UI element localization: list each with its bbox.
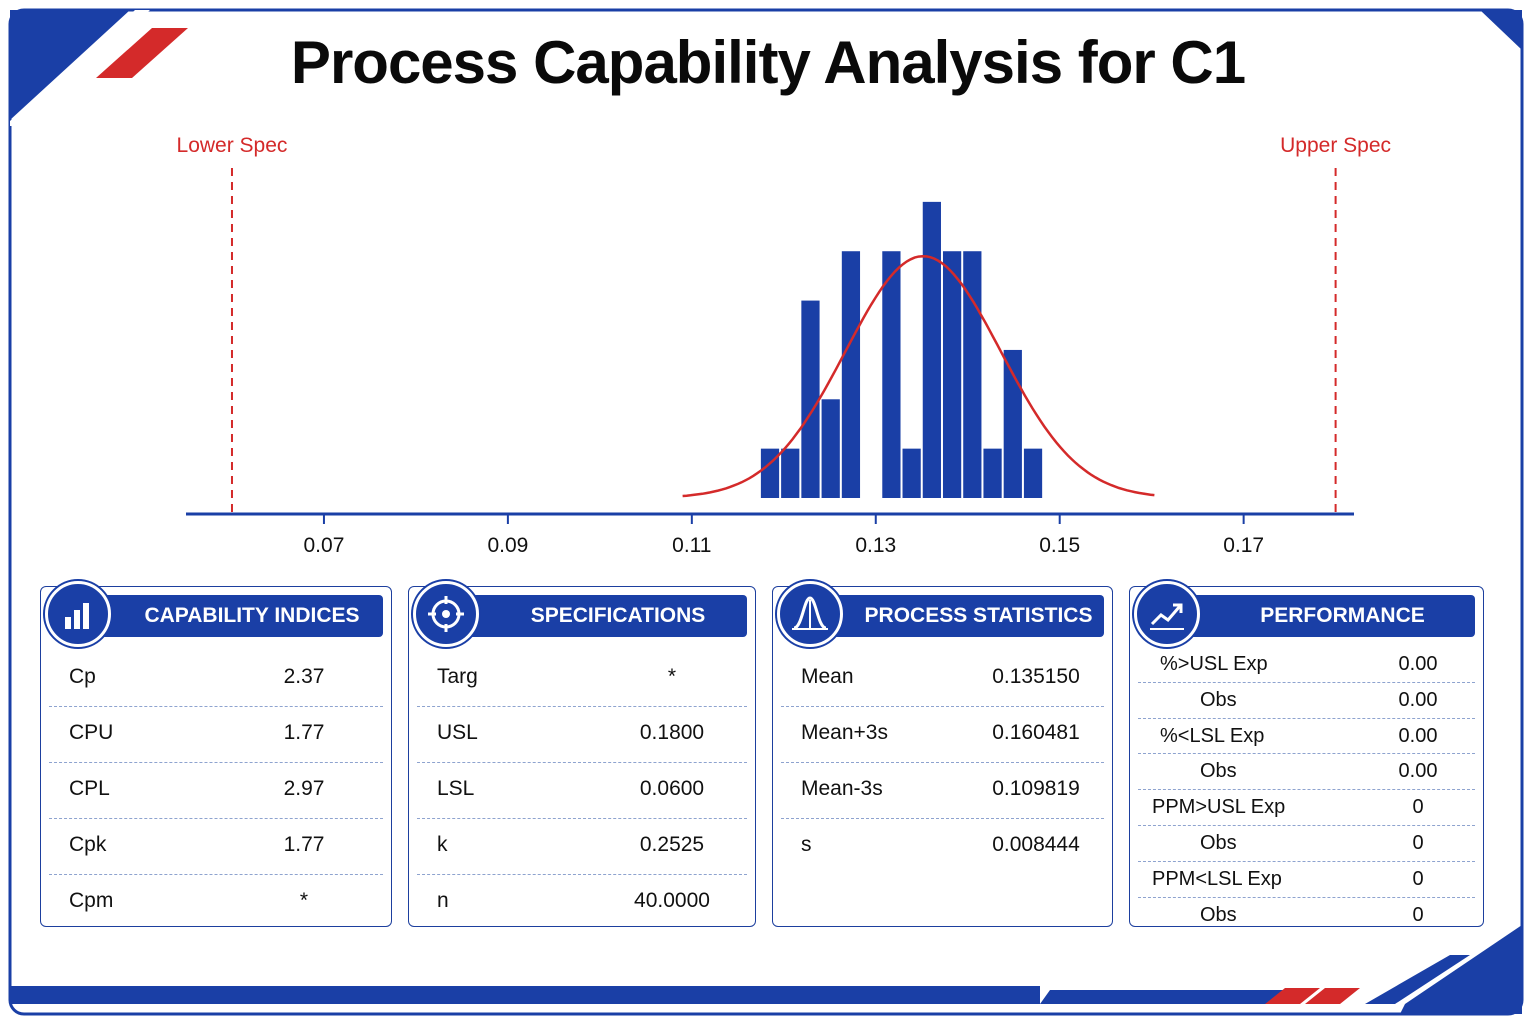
table-row: Mean 0.135150 <box>781 651 1104 707</box>
histogram-bar <box>801 300 820 498</box>
table-row: Cpm * <box>69 889 309 912</box>
histogram-bar <box>1023 448 1043 498</box>
table-row: LSL 0.0600 <box>417 763 747 819</box>
histogram-bar <box>963 251 982 498</box>
capability-indices-panel: CAPABILITY INDICES Cp 2.37 CPU 1.77 CPL 2.9… <box>40 581 392 927</box>
panel-header: PROCESS STATISTICS <box>813 595 1104 637</box>
table-row: Mean+3s 0.160481 <box>781 707 1104 763</box>
crosshair-icon <box>413 581 479 647</box>
table-row: Cp 2.37 <box>49 651 383 707</box>
bar-chart-icon <box>45 581 111 647</box>
histogram-bar <box>841 251 861 498</box>
table-row: s 0.008444 <box>801 833 1080 856</box>
table-row: Obs 0 <box>1200 903 1424 926</box>
table-row: Cpk 1.77 <box>49 819 383 875</box>
histogram-bar <box>922 201 941 498</box>
upper-spec-label: Upper Spec <box>1280 134 1391 157</box>
table-row: n 40.0000 <box>437 889 710 912</box>
histogram-bar <box>1003 349 1022 498</box>
trend-up-icon <box>1134 581 1200 647</box>
table-row: Obs 0.00 <box>1138 754 1475 791</box>
histogram-bar <box>942 251 962 498</box>
table-row: Targ * <box>417 651 747 707</box>
table-row: CPU 1.77 <box>49 707 383 763</box>
x-tick-label: 0.17 <box>1223 534 1264 557</box>
histogram-bar <box>983 448 1002 498</box>
table-row: Mean-3s 0.109819 <box>781 763 1104 819</box>
table-row: %>USL Exp 0.00 <box>1138 647 1475 683</box>
table-row: Obs 0 <box>1138 826 1475 862</box>
x-tick-label: 0.09 <box>487 534 528 557</box>
specifications-panel: SPECIFICATIONS Targ * USL 0.1800 LSL 0.0600… <box>408 581 756 927</box>
x-tick-label: 0.07 <box>304 534 345 557</box>
x-tick-label: 0.13 <box>855 534 896 557</box>
table-row: CPL 2.97 <box>49 763 383 819</box>
table-row: PPM>USL Exp 0 <box>1138 790 1475 826</box>
lower-spec-label: Lower Spec <box>177 134 288 157</box>
process-statistics-panel: PROCESS STATISTICS Mean 0.135150 Mean+3s 0… <box>772 581 1113 927</box>
histogram-bar <box>760 448 780 498</box>
normal-fit-curve <box>682 254 1155 498</box>
x-tick-label: 0.15 <box>1039 534 1080 557</box>
panel-header: CAPABILITY INDICES <box>81 595 383 637</box>
x-tick-label: 0.11 <box>672 534 711 557</box>
bell-curve-icon <box>777 581 843 647</box>
performance-panel: PERFORMANCE %>USL Exp 0.00 Obs 0.00 %<LSL … <box>1129 581 1484 927</box>
panel-header: SPECIFICATIONS <box>449 595 747 637</box>
panel-header: PERFORMANCE <box>1170 595 1475 637</box>
page-title: Process Capability Analysis for C1 <box>290 29 1246 96</box>
histogram-bar <box>821 399 840 498</box>
histogram-bar <box>902 448 921 498</box>
table-row: PPM<LSL Exp 0 <box>1138 862 1475 898</box>
table-row: USL 0.1800 <box>417 707 747 763</box>
table-row: %<LSL Exp 0.00 <box>1138 719 1475 755</box>
table-row: k 0.2525 <box>417 819 747 875</box>
histogram-bar <box>781 448 800 498</box>
table-row: Obs 0.00 <box>1138 683 1475 719</box>
histogram-bar <box>882 251 901 498</box>
